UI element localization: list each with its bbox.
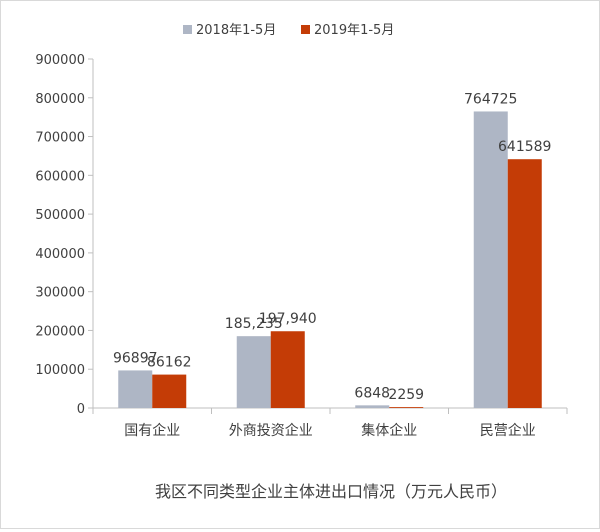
bar: [152, 374, 187, 408]
bars: [118, 111, 542, 409]
legend: 2018年1-5月 2019年1-5月: [183, 23, 394, 38]
data-label: 185,235: [225, 316, 283, 332]
x-tick-label: 民营企业: [480, 422, 536, 439]
bar: [236, 336, 271, 408]
legend-label: 2018年1-5月: [196, 23, 276, 38]
y-tick-label: 700000: [35, 131, 85, 146]
x-tick-label: 集体企业: [361, 422, 417, 439]
y-tick-label: 500000: [35, 208, 85, 223]
data-label: 197,940: [259, 311, 317, 327]
value-labels: 96897 185,235 6848 764725 86162 197,940 2259 64…: [113, 91, 552, 403]
data-label: 764725: [464, 91, 517, 107]
x-axis: 国有企业 外商投资企业 集体企业 民营企业: [92, 407, 568, 439]
bar: [389, 407, 424, 408]
y-tick-label: 800000: [35, 92, 85, 107]
y-tick-label: 0: [77, 402, 85, 417]
y-tick-label: 900000: [35, 53, 85, 68]
bar: [473, 111, 508, 409]
y-tick-label: 400000: [35, 247, 85, 262]
chart-title: 我区不同类型企业主体进出口情况（万元人民币）: [155, 482, 507, 501]
bar: [118, 370, 153, 408]
y-tick-label: 200000: [35, 324, 85, 339]
y-tick-label: 300000: [35, 286, 85, 301]
data-label: 2259: [388, 387, 424, 403]
data-label: 86162: [147, 355, 192, 371]
x-tick-label: 外商投资企业: [229, 422, 313, 439]
legend-swatch: [183, 25, 192, 34]
y-tick-label: 100000: [35, 363, 85, 378]
y-tick-label: 600000: [35, 169, 85, 184]
data-label: 641589: [498, 139, 551, 155]
x-tick-label: 国有企业: [124, 422, 180, 439]
bar: [507, 159, 542, 408]
data-label: 96897: [113, 350, 158, 366]
bar: [270, 331, 305, 408]
legend-swatch: [301, 25, 310, 34]
data-label: 6848: [354, 385, 390, 401]
y-axis: 0 100000 200000 300000 400000 500000 600000 700…: [35, 53, 94, 417]
bar: [355, 405, 390, 408]
legend-label: 2019年1-5月: [314, 23, 394, 38]
